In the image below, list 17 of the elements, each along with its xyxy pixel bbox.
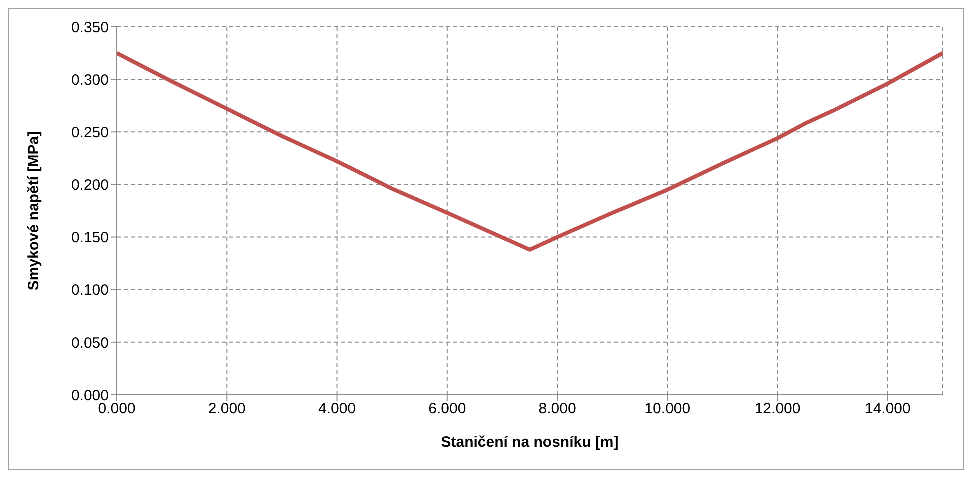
y-tick-label: 0.300 xyxy=(71,72,109,89)
x-tick-label: 4.000 xyxy=(318,400,356,418)
y-axis-title: Smykové napětí [MPa] xyxy=(25,131,42,291)
y-tick-label: 0.200 xyxy=(71,177,109,194)
x-tick-label: 14.000 xyxy=(864,400,911,418)
y-tick-label: 0.250 xyxy=(71,124,109,142)
x-tick-label: 2.000 xyxy=(208,400,246,418)
y-tick-label: 0.050 xyxy=(71,334,109,352)
y-tick-label: 0.100 xyxy=(71,282,109,300)
x-tick-label: 6.000 xyxy=(428,400,466,418)
x-tick-label: 10.000 xyxy=(644,400,691,418)
x-tick-label: 8.000 xyxy=(538,400,576,418)
y-tick-label: 0.150 xyxy=(71,230,109,247)
y-tick-label: 0.350 xyxy=(71,19,109,36)
x-axis-title: Staničení na nosníku [m] xyxy=(441,434,619,451)
x-tick-label: 12.000 xyxy=(754,400,801,418)
line-series xyxy=(117,51,943,252)
